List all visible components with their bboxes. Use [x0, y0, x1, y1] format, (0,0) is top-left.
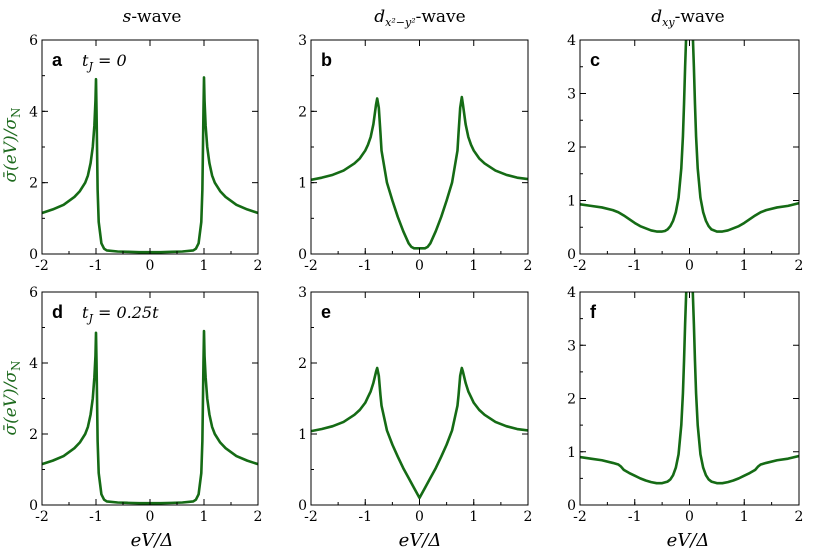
annotation-subscript-a: J [86, 60, 93, 73]
y-tick-label-f-1: 1 [567, 445, 576, 461]
y-tick-label-d-3: 6 [29, 285, 38, 301]
x-tick-label-a-3: 1 [200, 258, 209, 274]
x-tick-label-e-1: -1 [358, 509, 372, 525]
series-line-f-0 [580, 292, 799, 485]
x-tick-label-c-3: 1 [740, 258, 749, 274]
y-tick-label-e-3: 3 [298, 285, 307, 301]
x-tick-label-d-1: -1 [89, 509, 103, 525]
y-tick-label-c-1: 1 [567, 194, 576, 210]
x-tick-label-c-0: -2 [573, 258, 587, 274]
annotation-symbol-a: t [82, 51, 89, 70]
panel-label-d: d [52, 302, 63, 322]
plot-frame-d [41, 291, 259, 506]
y-tick-label-b-0: 0 [298, 247, 307, 263]
x-axis-label-dxy: eV/Δ [667, 530, 710, 551]
y-tick-label-c-3: 3 [567, 87, 576, 103]
column-title-s-wave: s-wave [123, 7, 182, 27]
y-axis-label-top: σ̄(eV)/σN [1, 107, 23, 182]
plot-frame-f [579, 291, 800, 506]
x-tick-label-f-4: 2 [795, 509, 804, 525]
x-tick-label-f-2: 0 [685, 509, 694, 525]
y-tick-label-b-1: 1 [298, 176, 307, 192]
x-tick-label-d-3: 1 [200, 509, 209, 525]
x-tick-label-c-2: 0 [685, 258, 694, 274]
panel-f: -2 -1 0 1 2 0 1 2 3 4f [567, 285, 804, 525]
y-tick-label-b-3: 3 [298, 33, 307, 49]
column-title-dxy-wave: dxy-wave [651, 7, 724, 29]
y-tick-label-e-0: 0 [298, 498, 307, 514]
series-line-a-0 [42, 76, 258, 254]
series-line-e-0 [311, 366, 528, 500]
column-title-dx2y2-wave: dx²−y²-wave [374, 7, 465, 29]
series-line-b-0 [311, 95, 528, 250]
x-tick-label-e-0: -2 [304, 509, 318, 525]
x-tick-label-f-3: 1 [740, 509, 749, 525]
x-tick-label-c-1: -1 [628, 258, 642, 274]
x-tick-label-d-0: -2 [35, 509, 49, 525]
y-tick-label-a-1: 2 [29, 176, 38, 192]
plot-frame-e [310, 291, 529, 506]
x-tick-label-d-2: 0 [146, 509, 155, 525]
y-tick-label-f-4: 4 [567, 285, 576, 301]
y-axis-label-bottom: σ̄(eV)/σN [1, 360, 23, 435]
panel-label-a: a [52, 50, 63, 70]
x-tick-label-d-4: 2 [254, 509, 263, 525]
x-tick-label-b-4: 2 [524, 258, 533, 274]
plot-frame-a [41, 39, 259, 255]
plot-frame-b [310, 39, 529, 255]
y-tick-label-c-2: 2 [567, 140, 576, 156]
panel-label-e: e [321, 302, 331, 322]
y-tick-label-b-2: 2 [298, 104, 307, 120]
x-tick-label-f-0: -2 [573, 509, 587, 525]
y-tick-label-c-4: 4 [567, 33, 576, 49]
annotation-value-d: = 0.25t [93, 303, 159, 322]
x-tick-label-e-2: 0 [415, 509, 424, 525]
x-tick-label-a-1: -1 [89, 258, 103, 274]
x-axis-label-s: eV/Δ [131, 530, 174, 551]
y-tick-label-a-0: 0 [29, 247, 38, 263]
y-tick-label-d-0: 0 [29, 498, 38, 514]
panel-label-c: c [590, 50, 600, 70]
x-tick-label-b-1: -1 [358, 258, 372, 274]
x-tick-label-a-0: -2 [35, 258, 49, 274]
plot-frame-c [579, 39, 800, 255]
y-tick-label-f-3: 3 [567, 338, 576, 354]
y-tick-label-e-2: 2 [298, 356, 307, 372]
y-tick-label-f-0: 0 [567, 498, 576, 514]
x-tick-label-b-2: 0 [415, 258, 424, 274]
panel-annotation-d: tJ = 0.25t [82, 303, 159, 325]
y-tick-label-d-1: 2 [29, 427, 38, 443]
series-line-d-0 [42, 329, 258, 505]
x-tick-label-b-0: -2 [304, 258, 318, 274]
annotation-value-a: = 0 [93, 51, 127, 70]
panel-annotation-a: tJ = 0 [82, 51, 127, 73]
x-tick-label-a-4: 2 [254, 258, 263, 274]
x-tick-label-c-4: 2 [795, 258, 804, 274]
series-line-c-0 [580, 40, 799, 233]
panel-c: -2 -1 0 1 2 0 1 2 3 4c [567, 33, 804, 274]
y-tick-label-a-3: 6 [29, 33, 38, 49]
annotation-symbol-d: t [82, 303, 89, 322]
x-tick-label-a-2: 0 [146, 258, 155, 274]
panel-label-f: f [590, 302, 597, 322]
panel-b: -2 -1 0 1 2 0 1 2 3b [298, 33, 532, 274]
y-tick-label-c-0: 0 [567, 247, 576, 263]
x-axis-label-dx2y2: eV/Δ [399, 530, 442, 551]
panel-e: -2 -1 0 1 2 0 1 2 3e [298, 285, 532, 525]
x-tick-label-b-3: 1 [469, 258, 478, 274]
x-tick-label-e-4: 2 [524, 509, 533, 525]
y-tick-label-e-1: 1 [298, 427, 307, 443]
y-tick-label-f-2: 2 [567, 392, 576, 408]
y-tick-label-d-2: 4 [29, 356, 38, 372]
x-tick-label-f-1: -1 [628, 509, 642, 525]
annotation-subscript-d: J [86, 312, 93, 325]
x-tick-label-e-3: 1 [469, 509, 478, 525]
panel-label-b: b [321, 50, 332, 70]
y-tick-label-a-2: 4 [29, 104, 38, 120]
